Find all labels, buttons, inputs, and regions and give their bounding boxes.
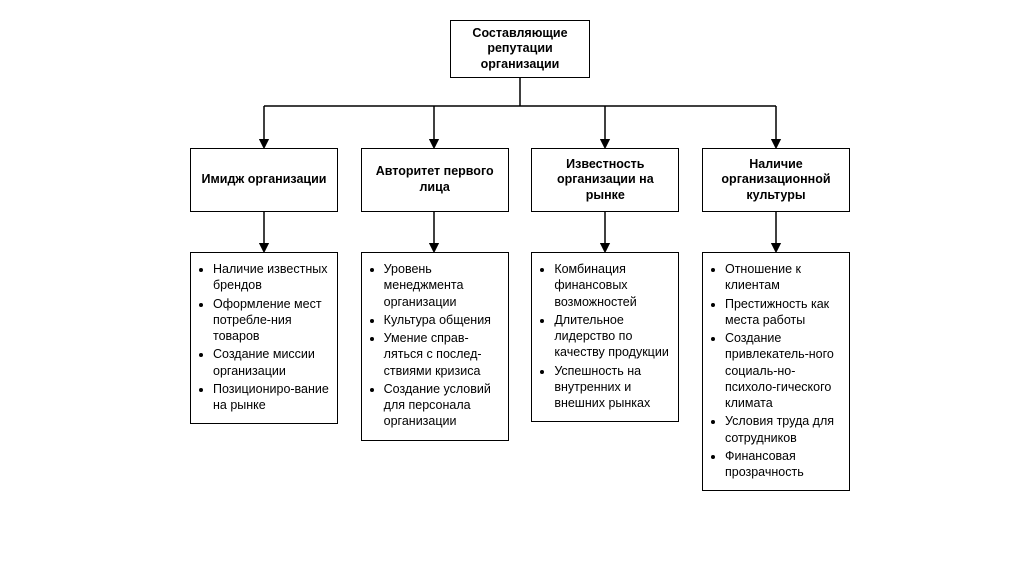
branch-label: Авторитет первого лица xyxy=(366,164,504,195)
detail-node-3: Отношение к клиентам Престижность как ме… xyxy=(702,252,850,491)
detail-list: Отношение к клиентам Престижность как ме… xyxy=(711,261,843,480)
detail-list: Наличие известных брендов Оформление мес… xyxy=(199,261,331,413)
list-item: Финансовая прозрачность xyxy=(725,448,843,481)
list-item: Успешность на внутренних и внешних рынка… xyxy=(554,363,672,412)
root-node: Составляющие репутации организации xyxy=(450,20,590,78)
detail-list: Комбинация финансовых возможностей Длите… xyxy=(540,261,672,411)
branch-label: Имидж организации xyxy=(202,172,327,188)
list-item: Престижность как места работы xyxy=(725,296,843,329)
detail-list: Уровень менеджмента организации Культура… xyxy=(370,261,502,430)
list-item: Наличие известных брендов xyxy=(213,261,331,294)
list-item: Умение справ-ляться с послед-ствиями кри… xyxy=(384,330,502,379)
branch-node-1: Авторитет первого лица xyxy=(361,148,509,212)
list-item: Создание условий для персонала организац… xyxy=(384,381,502,430)
list-item: Уровень менеджмента организации xyxy=(384,261,502,310)
branch-node-3: Наличие организационной культуры xyxy=(702,148,850,212)
root-label: Составляющие репутации организации xyxy=(455,26,585,73)
list-item: Длительное лидерство по качеству продукц… xyxy=(554,312,672,361)
detail-node-1: Уровень менеджмента организации Культура… xyxy=(361,252,509,441)
list-item: Условия труда для сотрудников xyxy=(725,413,843,446)
list-item: Оформление мест потребле-ния товаров xyxy=(213,296,331,345)
list-item: Создание привлекатель-ного социаль-но-пс… xyxy=(725,330,843,411)
branch-label: Наличие организационной культуры xyxy=(707,157,845,204)
detail-node-2: Комбинация финансовых возможностей Длите… xyxy=(531,252,679,422)
detail-node-0: Наличие известных брендов Оформление мес… xyxy=(190,252,338,424)
detail-row: Наличие известных брендов Оформление мес… xyxy=(190,252,850,491)
branch-node-0: Имидж организации xyxy=(190,148,338,212)
branch-row: Имидж организации Авторитет первого лица… xyxy=(190,148,850,212)
branch-label: Известность организации на рынке xyxy=(536,157,674,204)
list-item: Комбинация финансовых возможностей xyxy=(554,261,672,310)
list-item: Культура общения xyxy=(384,312,502,328)
list-item: Создание миссии организации xyxy=(213,346,331,379)
list-item: Отношение к клиентам xyxy=(725,261,843,294)
branch-node-2: Известность организации на рынке xyxy=(531,148,679,212)
list-item: Позициониро-вание на рынке xyxy=(213,381,331,414)
